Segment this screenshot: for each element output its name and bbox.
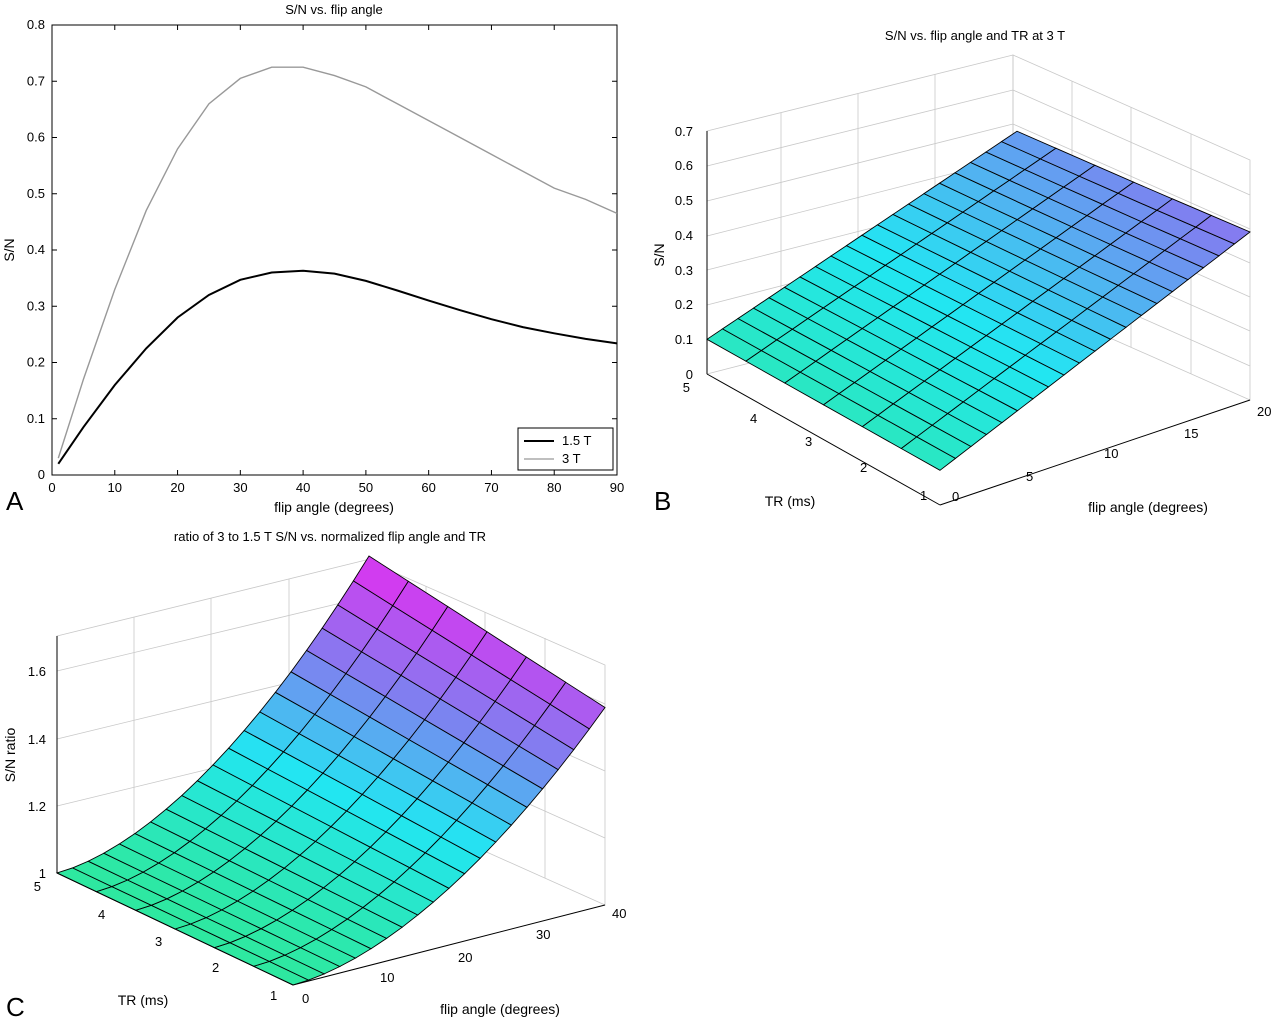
panel-c-xtick: 30 [536, 927, 550, 942]
panel-b-title: S/N vs. flip angle and TR at 3 T [885, 28, 1065, 43]
panel-c-xlabel: flip angle (degrees) [440, 1001, 560, 1017]
panel-b-xtick: 0 [952, 489, 959, 504]
panel-a-ytick-label: 0.6 [27, 130, 45, 145]
panel-a-xlabel: flip angle (degrees) [274, 499, 394, 515]
panel-b-zticks: 0 0.1 0.2 0.3 0.4 0.5 0.6 0.7 [675, 124, 693, 382]
panel-b-label: B [654, 486, 671, 516]
panel-a-xtick-label: 80 [547, 480, 561, 495]
panel-a-legend: 1.5 T 3 T [517, 427, 614, 471]
panel-b-ztick: 0.5 [675, 193, 693, 208]
panel-a-xtick-label: 30 [233, 480, 247, 495]
panel-c-xticks: 0 10 20 30 40 [302, 906, 626, 1006]
panel-b-xtick: 20 [1257, 404, 1271, 419]
panel-a-ytick-label: 0.1 [27, 411, 45, 426]
panel-c-ztick: 1.6 [28, 664, 46, 679]
panel-a-ytick-label: 0 [38, 467, 45, 482]
panel-a-xtick-label: 60 [421, 480, 435, 495]
panel-a-xtick-label: 0 [48, 480, 55, 495]
panel-b-ytick: 2 [860, 460, 867, 475]
panel-a-ytick-label: 0.3 [27, 298, 45, 313]
panel-a-ytick-label: 0.8 [27, 17, 45, 32]
panel-b-ztick: 0.4 [675, 228, 693, 243]
panel-b-ztick: 0.6 [675, 158, 693, 173]
panel-c-ztick: 1 [39, 866, 46, 881]
legend-label-1-5t: 1.5 T [562, 433, 591, 448]
panel-b-ztick: 0 [686, 367, 693, 382]
panel-c-xtick: 10 [380, 970, 394, 985]
panel-c-ytick: 1 [270, 988, 277, 1003]
surface-patch [352, 555, 409, 607]
panel-a-title: S/N vs. flip angle [285, 2, 383, 17]
panel-c-ytick: 4 [98, 907, 105, 922]
panel-b-xlabel: flip angle (degrees) [1088, 499, 1208, 515]
panel-c-ylabel: TR (ms) [118, 992, 169, 1008]
panel-c-ytick: 3 [155, 934, 162, 949]
panel-b-surface-chart: S/N vs. flip angle and TR at 3 T 0 0.1 [651, 28, 1271, 516]
panel-a-ytick-label: 0.7 [27, 73, 45, 88]
panel-a-plot-area [51, 24, 618, 476]
panel-c-xtick: 0 [302, 991, 309, 1006]
panel-a-xtick-label: 10 [108, 480, 122, 495]
panel-a-ytick-label: 0.2 [27, 355, 45, 370]
panel-a-ytick-label: 0.4 [27, 242, 45, 257]
panel-b-ztick: 0.3 [675, 263, 693, 278]
panel-b-xtick: 5 [1026, 469, 1033, 484]
panel-b-ytick: 1 [920, 488, 927, 503]
panel-c-ztick: 1.4 [28, 732, 46, 747]
panel-b-ztick: 0.1 [675, 332, 693, 347]
panel-b-ztick: 0.2 [675, 297, 693, 312]
panel-b-ytick: 3 [805, 434, 812, 449]
panel-b-zlabel: S/N [651, 243, 667, 266]
panel-c-zlabel: S/N ratio [2, 728, 18, 783]
panel-b-ytick: 4 [750, 411, 757, 426]
panel-a-series-line [57, 269, 618, 465]
panel-c-surface [55, 555, 606, 986]
surface-patch [1000, 130, 1057, 160]
panel-c-xtick: 20 [458, 950, 472, 965]
panel-b-xtick: 10 [1104, 446, 1118, 461]
panel-c-label: C [6, 992, 25, 1022]
panel-c-ytick: 2 [212, 960, 219, 975]
panel-c-title: ratio of 3 to 1.5 T S/N vs. normalized f… [174, 529, 486, 544]
panel-a-xtick-label: 40 [296, 480, 310, 495]
panel-c-yticks: 5 4 3 2 1 [34, 879, 277, 1003]
panel-b-xticks: 0 5 10 15 20 [952, 404, 1271, 504]
panel-b-ztick: 0.7 [675, 124, 693, 139]
panel-a-xtick-label: 90 [610, 480, 624, 495]
panel-c-surface-chart: ratio of 3 to 1.5 T S/N vs. normalized f… [2, 529, 626, 1022]
panel-c-ztick: 1.2 [28, 799, 46, 814]
legend-label-3t: 3 T [562, 451, 581, 466]
panel-b-yticks: 5 4 3 2 1 [683, 380, 927, 503]
panel-b-ylabel: TR (ms) [765, 493, 816, 509]
panel-c-zticks: 1 1.2 1.4 1.6 [28, 664, 46, 881]
panel-a-line-chart: S/N vs. flip angle 0 0.1 0.2 0.3 0.4 0.5 0.6 0.… [1, 2, 624, 516]
panel-c-xtick: 40 [612, 906, 626, 921]
panel-a-label: A [6, 486, 24, 516]
panel-a-xtick-label: 20 [170, 480, 184, 495]
panel-a-ytick-label: 0.5 [27, 186, 45, 201]
panel-a-series-line [57, 66, 618, 459]
panel-b-surface [706, 130, 1251, 471]
panel-a-xtick-label: 70 [484, 480, 498, 495]
panel-b-ytick: 5 [683, 380, 690, 395]
panel-a-ylabel: S/N [1, 238, 17, 261]
panel-b-xtick: 15 [1184, 426, 1198, 441]
panel-a-xtick-label: 50 [359, 480, 373, 495]
panel-c-ytick: 5 [34, 879, 41, 894]
